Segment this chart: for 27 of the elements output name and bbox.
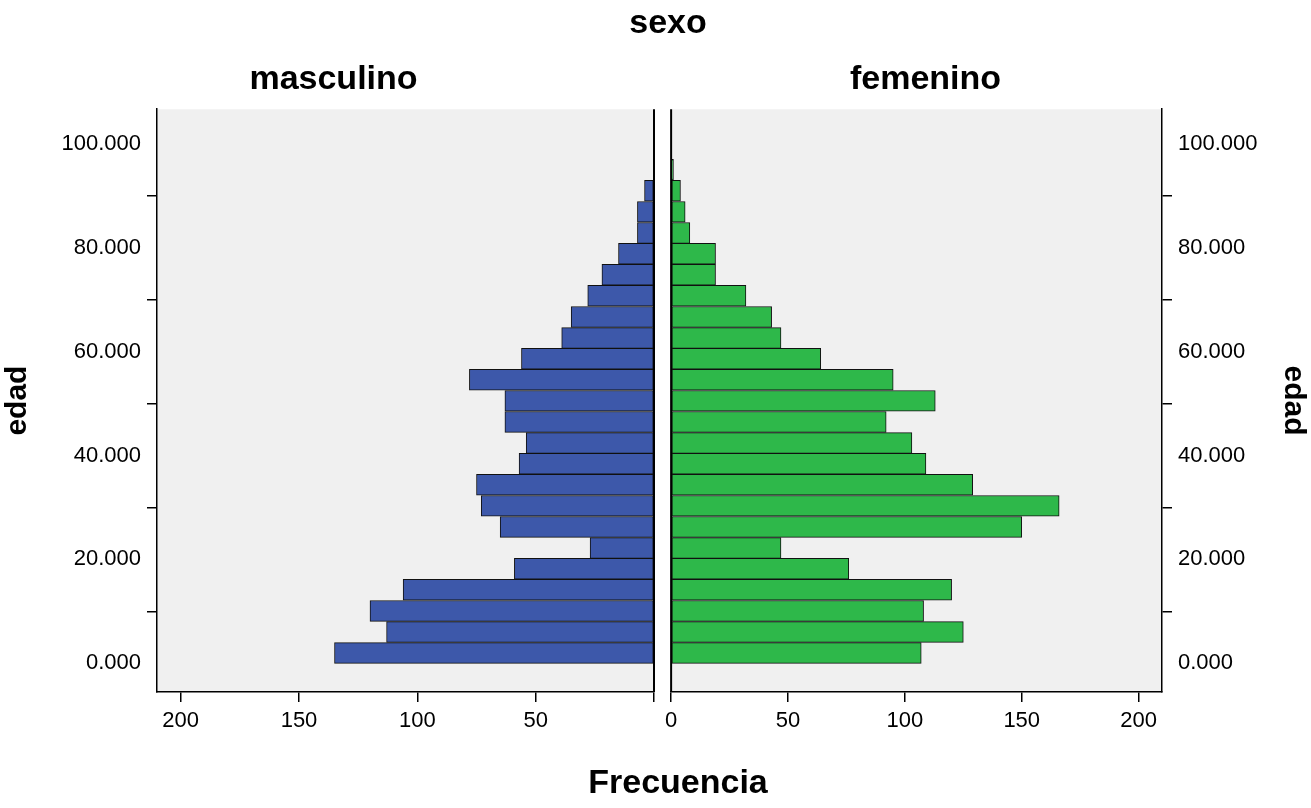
y-tick-label: 80.000 [1178,233,1246,259]
y-axis-title: edad [1278,365,1311,436]
x-tick-label: 50 [523,707,548,733]
y-tick-label: 60.000 [1178,337,1246,363]
x-tick-label: 0 [664,707,678,733]
x-tick-label: 100 [398,707,436,733]
y-tick-label: 20.000 [73,545,141,571]
x-tick-label: 150 [280,707,318,733]
x-tick-label: 150 [1003,707,1041,733]
y-tick-label: 20.000 [1178,545,1246,571]
x-tick-label: 200 [1120,707,1157,733]
y-tick-label: 0.000 [1178,649,1234,675]
chart-subtitle: masculino [249,58,418,97]
x-tick-label: 100 [886,707,924,733]
y-tick-label: 100.000 [61,129,141,155]
y-tick-label: 40.000 [73,441,141,467]
y-tick-label: 80.000 [73,233,141,259]
x-tick-label: 50 [775,707,801,733]
y-axis-title: edad [0,365,33,436]
y-tick-label: 100.000 [1178,129,1258,155]
x-axis-title: Frecuencia [588,762,768,801]
chart-title: sexo [629,2,707,41]
chart-subtitle: femenino [849,58,1002,97]
y-tick-label: 0.000 [85,649,141,675]
y-tick-label: 60.000 [73,337,141,363]
x-tick-label: 200 [162,707,200,733]
y-tick-label: 40.000 [1178,441,1246,467]
